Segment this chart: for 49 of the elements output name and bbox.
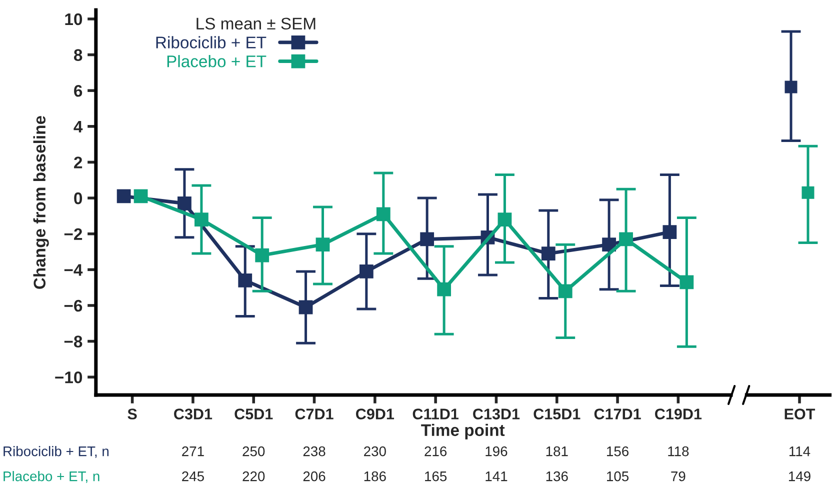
- text: 181: [546, 446, 568, 456]
- text: 220: [242, 471, 265, 482]
- y-tick-label: −4: [64, 264, 83, 276]
- text: 196: [486, 446, 508, 456]
- x-tick-label: C5D1: [234, 408, 273, 420]
- y-tick-label: 2: [74, 156, 82, 168]
- y-tick-label: −2: [64, 228, 82, 240]
- text: Placebo + ET, n: [4, 471, 100, 483]
- y-tick-label: 4: [74, 120, 83, 132]
- text: 156: [607, 446, 629, 456]
- y-tick-label: 8: [74, 49, 82, 61]
- text: 271: [182, 446, 204, 456]
- y-tick-label: −8: [64, 336, 82, 348]
- x-tick-label: C19D1: [655, 408, 702, 420]
- text: 136: [546, 471, 568, 482]
- x-tick-label: S: [128, 408, 137, 420]
- y-tick-label: 6: [74, 84, 82, 97]
- text: 238: [303, 446, 326, 456]
- text: 216: [424, 446, 447, 456]
- text: 114: [789, 446, 810, 456]
- x-tick-label: C9D1: [356, 408, 394, 420]
- legend-title: LS mean ± SEM: [196, 18, 316, 30]
- x-tick-label: C17D1: [594, 408, 641, 420]
- y-tick-label: −6: [64, 300, 82, 312]
- x-tick-label: EOT: [784, 408, 816, 420]
- text: 79: [671, 471, 686, 482]
- text: 141: [486, 472, 508, 482]
- text: 105: [607, 471, 629, 482]
- x-tick-label: C15D1: [534, 408, 580, 420]
- text: 230: [364, 446, 386, 456]
- text: 118: [668, 446, 689, 456]
- x-tick-label: C13D1: [473, 408, 520, 420]
- legend-label: Placebo + ET: [167, 55, 266, 68]
- y-tick-label: 0: [74, 192, 82, 204]
- text: 250: [242, 446, 265, 456]
- text: Ribociclib + ET, n: [4, 446, 109, 458]
- y-axis-title: Change from baseline: [33, 116, 49, 289]
- x-tick-label: C11D1: [412, 408, 459, 420]
- y-tick-label: 10: [65, 13, 82, 26]
- text: 165: [425, 471, 447, 482]
- text: 149: [788, 471, 810, 482]
- text: 245: [182, 471, 204, 482]
- y-tick-label: −10: [55, 371, 82, 384]
- legend-label: Ribociclib + ET: [156, 36, 266, 48]
- x-axis-title: Time point: [421, 424, 505, 440]
- x-tick-label: C3D1: [174, 408, 212, 420]
- text: 186: [364, 471, 386, 482]
- text: 206: [303, 471, 326, 482]
- x-tick-label: C7D1: [295, 408, 334, 420]
